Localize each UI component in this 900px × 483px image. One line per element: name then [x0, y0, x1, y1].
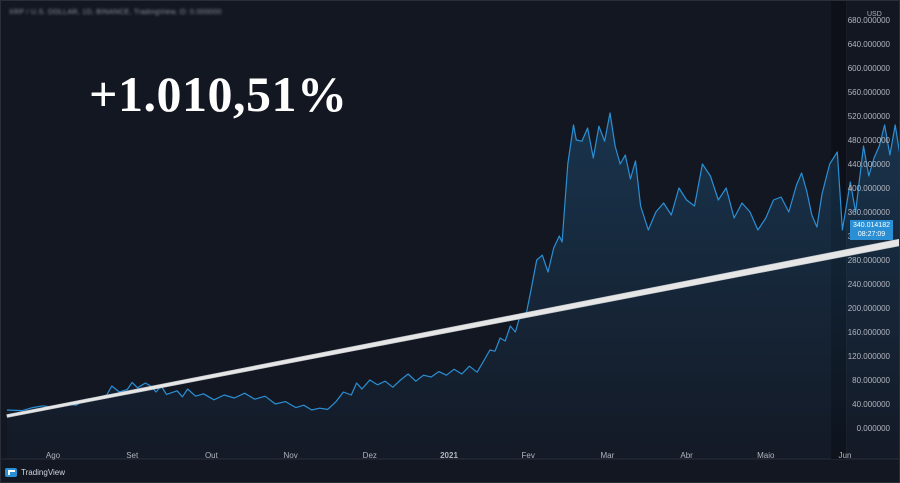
y-tick-label: 240.000000: [848, 280, 891, 289]
chart-header-title: XRP / U.S. DOLLAR, 1D, BINANCE, TradingV…: [9, 9, 222, 16]
y-tick-label: 80.000000: [852, 376, 890, 385]
y-tick-label: 400.000000: [848, 184, 891, 193]
x-tick-label: Fev: [522, 451, 535, 460]
y-tick-label: 160.000000: [848, 328, 891, 337]
x-tick-label: Out: [205, 451, 219, 460]
tradingview-logo[interactable]: TradingView: [5, 468, 65, 477]
y-tick-label: 440.000000: [848, 160, 891, 169]
brand-name: TradingView: [21, 468, 66, 477]
price-series-line: [6, 112, 899, 412]
x-tick-label: Jun: [839, 451, 852, 460]
y-tick-label: 480.000000: [848, 136, 891, 145]
y-tick-label: 600.000000: [848, 64, 891, 73]
currency-label: USD: [867, 11, 882, 18]
y-tick-label: 640.000000: [848, 40, 891, 49]
last-price-value: 340.014182: [853, 222, 890, 229]
x-tick-label: Ago: [46, 451, 61, 460]
gain-percentage-label: +1.010,51%: [89, 66, 348, 122]
x-tick-label: Mar: [601, 451, 615, 460]
x-tick-label: 2021: [440, 451, 458, 460]
x-tick-label: Dez: [363, 451, 377, 460]
y-tick-label: 40.000000: [852, 400, 890, 409]
y-tick-label: 0.000000: [857, 424, 891, 433]
x-tick-label: Abr: [680, 451, 693, 460]
bar-countdown: 08:27:09: [857, 231, 886, 238]
y-tick-label: 120.000000: [848, 352, 891, 361]
trend-arrow: [6, 238, 899, 418]
y-tick-label: 680.000000: [848, 16, 891, 25]
x-tick-label: Maio: [757, 451, 775, 460]
y-tick-label: 200.000000: [848, 304, 891, 313]
last-price-tag: 340.014182 08:27:09: [850, 220, 893, 240]
x-tick-label: Nov: [283, 451, 297, 460]
y-tick-label: 560.000000: [848, 88, 891, 97]
x-tick-label: Set: [126, 451, 139, 460]
y-tick-label: 280.000000: [848, 256, 891, 265]
y-tick-label: 520.000000: [848, 112, 891, 121]
tradingview-icon: [5, 468, 17, 477]
y-tick-label: 360.000000: [848, 208, 891, 217]
